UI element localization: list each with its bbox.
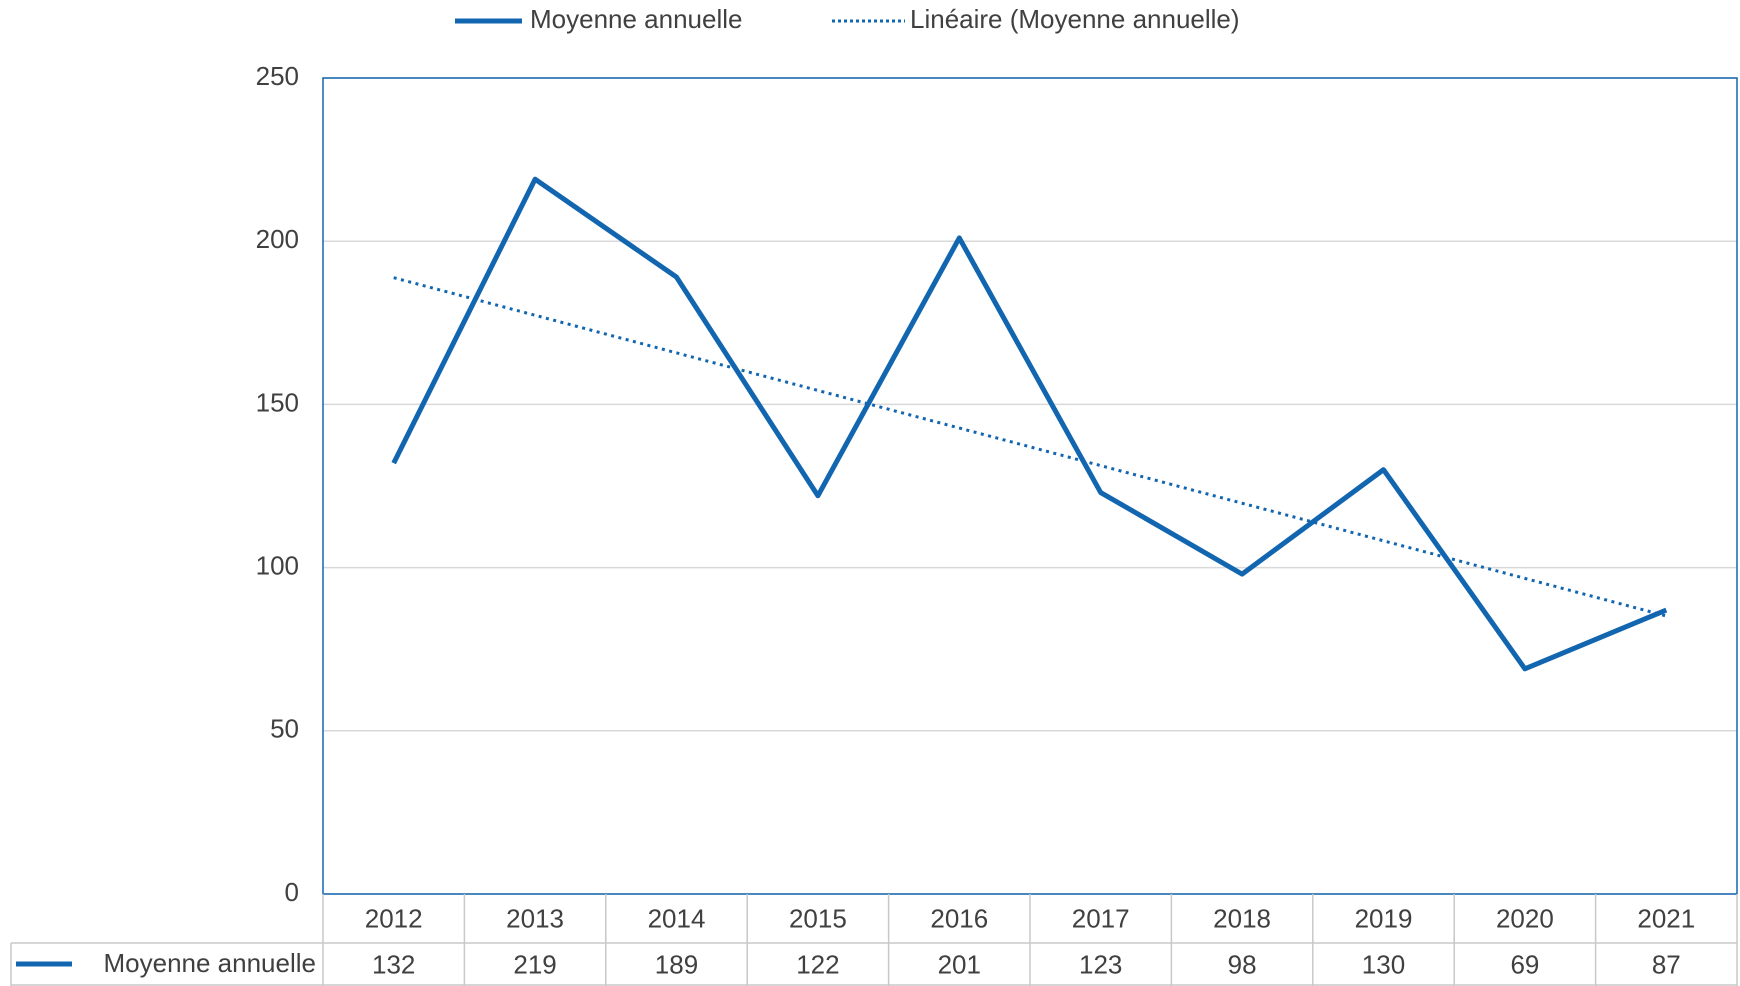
x-tick-label: 2017 bbox=[1072, 903, 1130, 933]
table-value: 122 bbox=[796, 949, 839, 979]
y-tick-label: 250 bbox=[256, 61, 299, 91]
table-value: 189 bbox=[655, 949, 698, 979]
y-tick-label: 150 bbox=[256, 387, 299, 417]
series-line bbox=[391, 176, 1668, 672]
x-tick-label: 2014 bbox=[648, 903, 706, 933]
table-value: 219 bbox=[513, 949, 556, 979]
x-tick-label: 2015 bbox=[789, 903, 847, 933]
y-tick-label: 200 bbox=[256, 224, 299, 254]
table-value: 132 bbox=[372, 949, 415, 979]
x-tick-label: 2021 bbox=[1637, 903, 1695, 933]
x-tick-label: 2018 bbox=[1213, 903, 1271, 933]
table-value: 69 bbox=[1510, 949, 1539, 979]
x-tick-label: 2019 bbox=[1355, 903, 1413, 933]
trendline bbox=[393, 276, 1667, 618]
y-tick-label: 50 bbox=[270, 714, 299, 744]
table-value: 130 bbox=[1362, 949, 1405, 979]
table-value: 201 bbox=[938, 949, 981, 979]
x-tick-label: 2016 bbox=[930, 903, 988, 933]
table-value: 87 bbox=[1652, 949, 1681, 979]
y-tick-label: 0 bbox=[285, 877, 299, 907]
x-tick-label: 2013 bbox=[506, 903, 564, 933]
legend-label: Linéaire (Moyenne annuelle) bbox=[910, 4, 1240, 34]
table-series-label: Moyenne annuelle bbox=[104, 948, 317, 978]
x-tick-label: 2012 bbox=[365, 903, 423, 933]
plot-border bbox=[322, 77, 1738, 895]
legend-label: Moyenne annuelle bbox=[530, 4, 743, 34]
y-tick-label: 100 bbox=[256, 550, 299, 580]
x-tick-label: 2020 bbox=[1496, 903, 1554, 933]
table-value: 123 bbox=[1079, 949, 1122, 979]
table-value: 98 bbox=[1228, 949, 1257, 979]
